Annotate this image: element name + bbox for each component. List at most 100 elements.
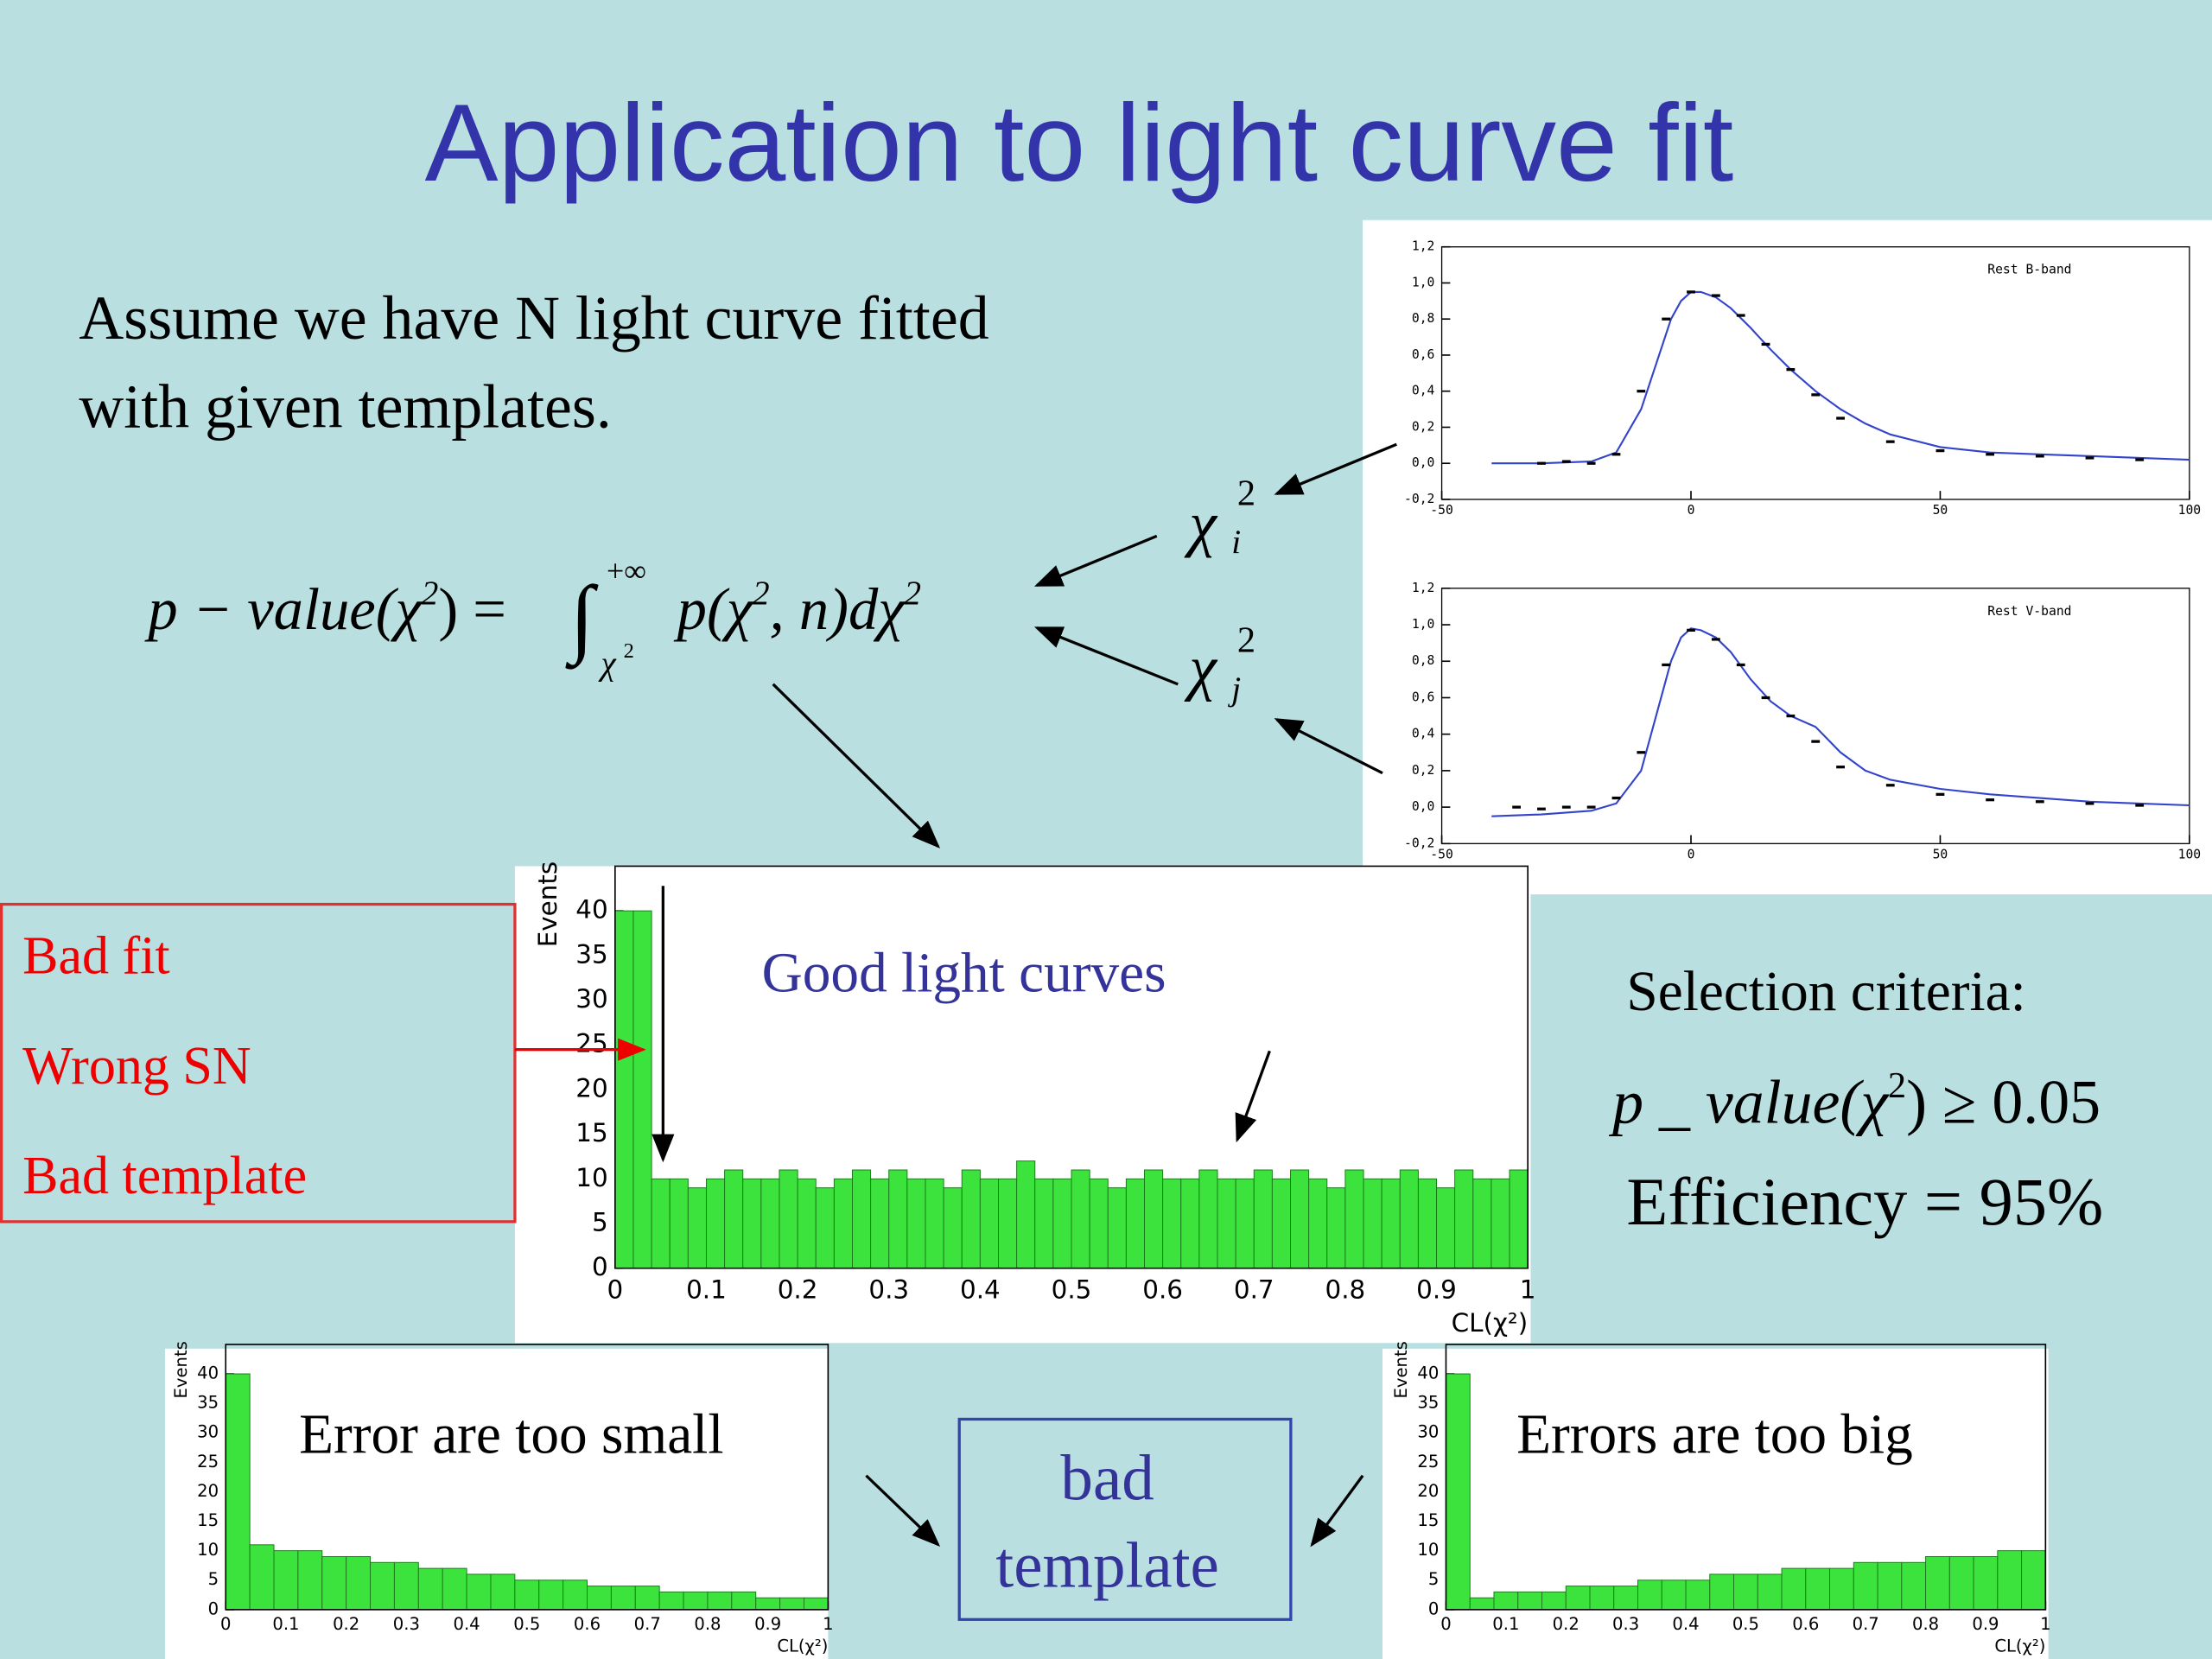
y-tick-label: 25: [197, 1452, 219, 1471]
bar: [1363, 1178, 1382, 1269]
formula-part: , n)dχ: [770, 576, 906, 642]
bar: [803, 1597, 829, 1611]
chart-label: Rest B-band: [1987, 263, 2071, 277]
y-tick-label: 40: [575, 895, 607, 925]
y-axis-label: Events: [171, 1341, 191, 1398]
data-point: [1736, 314, 1745, 317]
x-tick-label: 0: [1688, 503, 1695, 518]
arrow: [1274, 442, 1397, 495]
integral-lower-sup: 2: [624, 639, 634, 663]
bar: [833, 1178, 853, 1269]
bar: [669, 1178, 689, 1269]
data-point: [1611, 453, 1621, 456]
data-point: [2085, 802, 2094, 805]
y-tick-label: -0,2: [1404, 492, 1434, 506]
bar: [490, 1573, 516, 1611]
y-tick-label: 0: [1428, 1599, 1439, 1618]
rejected-item: Bad template: [22, 1147, 307, 1205]
formula-sup: 2: [753, 575, 770, 612]
x-tick-label: 0.8: [1912, 1614, 1939, 1634]
y-tick-label: 0,6: [1412, 347, 1435, 362]
arrow: [1033, 534, 1158, 588]
data-point: [1537, 461, 1546, 465]
x-tick-label: 100: [2178, 848, 2202, 862]
data-point: [2135, 804, 2145, 807]
x-tick-label: -50: [1430, 503, 1453, 518]
bar: [1541, 1591, 1567, 1611]
arrow: [865, 1474, 941, 1548]
x-tick-label: 0.9: [1972, 1614, 1999, 1634]
y-tick-label: 20: [1417, 1481, 1439, 1501]
data-point: [1711, 638, 1720, 641]
bar: [417, 1567, 443, 1611]
x-tick-label: 0.3: [868, 1275, 909, 1305]
x-tick-label: 50: [1933, 503, 1948, 518]
bar: [1948, 1555, 1974, 1611]
rejected-box: [0, 902, 517, 1224]
bar: [755, 1597, 781, 1611]
bar: [1034, 1178, 1054, 1269]
y-tick-label: 15: [575, 1118, 607, 1147]
x-tick-label: 1: [1520, 1275, 1536, 1305]
bar: [906, 1178, 926, 1269]
bar: [1973, 1555, 1999, 1611]
bar: [1877, 1561, 1903, 1611]
data-point: [1736, 663, 1745, 667]
y-tick-label: 10: [575, 1163, 607, 1192]
data-point: [1561, 460, 1571, 463]
bar: [1016, 1160, 1036, 1269]
bar: [1493, 1591, 1519, 1611]
y-tick-label: 0,2: [1412, 419, 1435, 434]
x-tick-label: 0.9: [1416, 1275, 1457, 1305]
y-tick-label: 1,0: [1412, 275, 1435, 289]
bar: [370, 1561, 395, 1611]
data-point: [1761, 342, 1770, 346]
chi-i-sup: 2: [1237, 473, 1255, 513]
x-tick-label: 50: [1933, 848, 1948, 862]
x-tick-label: 0: [1688, 848, 1695, 862]
bar: [1344, 1169, 1364, 1269]
bar: [1997, 1550, 2023, 1611]
data-point: [1586, 461, 1596, 465]
y-tick-label: 15: [1417, 1510, 1439, 1530]
bar: [1290, 1169, 1310, 1269]
y-axis-label: Events: [1391, 1341, 1411, 1398]
rejected-item: Bad fit: [22, 927, 170, 986]
data-point: [1537, 807, 1546, 810]
bad-template-text: template: [995, 1530, 1219, 1602]
x-tick-label: 100: [2178, 503, 2202, 518]
data-point: [1786, 368, 1796, 372]
x-tick-label: 0.6: [1792, 1614, 1819, 1634]
x-tick-label: 1: [2040, 1614, 2050, 1634]
y-tick-label: 25: [1417, 1452, 1439, 1471]
small-histogram-panel: [1382, 1348, 2049, 1659]
bar: [851, 1169, 872, 1269]
bar: [1454, 1169, 1474, 1269]
formula-sup: 2: [422, 575, 439, 612]
data-point: [1662, 317, 1671, 321]
data-point: [1761, 696, 1770, 700]
chi-j-sup: 2: [1237, 620, 1255, 660]
x-tick-label: 0.5: [513, 1614, 540, 1634]
bar: [705, 1178, 726, 1269]
data-point: [1586, 805, 1596, 809]
data-point: [2035, 454, 2044, 458]
bar: [1089, 1178, 1109, 1269]
bar: [1472, 1178, 1492, 1269]
x-tick-label: 0: [1440, 1614, 1451, 1634]
y-tick-label: 1,0: [1412, 617, 1435, 632]
bar: [1217, 1178, 1236, 1269]
x-tick-label: 0.4: [960, 1275, 1001, 1305]
bar: [731, 1591, 757, 1611]
bar: [393, 1561, 419, 1611]
y-tick-label: 40: [197, 1363, 219, 1383]
x-tick-label: 0.2: [333, 1614, 359, 1634]
bar: [1052, 1178, 1072, 1269]
bar: [1253, 1169, 1273, 1269]
integral-lower: χ: [598, 645, 618, 682]
x-tick-label: 0.6: [1142, 1275, 1183, 1305]
formula: p(χ2, n)dχ2: [673, 575, 921, 642]
bar: [683, 1591, 709, 1611]
bar: [1491, 1178, 1510, 1269]
